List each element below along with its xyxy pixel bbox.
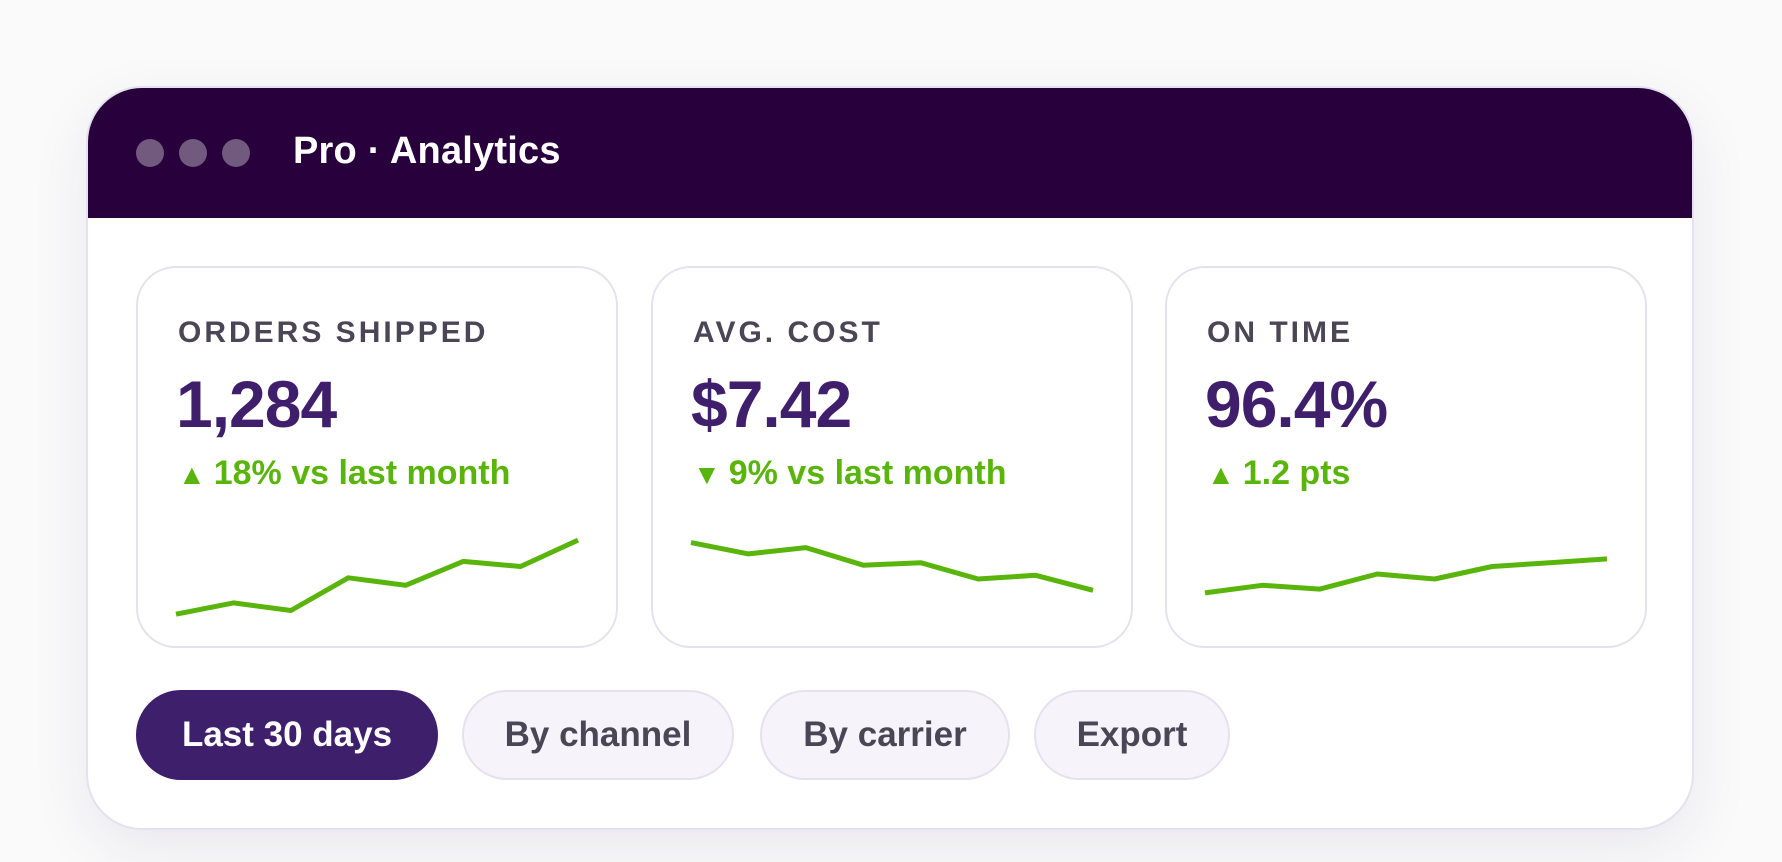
filter-by-carrier-button[interactable]: By carrier <box>760 690 1010 780</box>
metric-value: 1,284 <box>176 367 337 441</box>
triangle-down-icon: ▼ <box>693 459 721 490</box>
metric-card-orders-shipped: ORDERS SHIPPED 1,284 ▲ 18% vs last month <box>136 266 618 648</box>
window-title: Pro · Analytics <box>293 130 561 172</box>
filter-last-30-days-button[interactable]: Last 30 days <box>136 690 438 780</box>
triangle-up-icon: ▲ <box>178 459 206 490</box>
export-button[interactable]: Export <box>1034 690 1230 780</box>
metric-delta: ▲ 1.2 pts <box>1207 454 1350 493</box>
metric-value: 96.4% <box>1205 367 1388 441</box>
title-bar: Pro · Analytics <box>88 88 1692 218</box>
sparkline-series <box>690 540 1094 593</box>
metric-delta-text: 1.2 pts <box>1242 454 1351 492</box>
metric-label: ORDERS SHIPPED <box>178 316 489 349</box>
metric-delta: ▼ 9% vs last month <box>693 454 1006 493</box>
metric-label: AVG. COST <box>693 316 883 349</box>
window-maximize-dot[interactable] <box>222 139 250 167</box>
metric-card-avg-cost: AVG. COST $7.42 ▼ 9% vs last month <box>651 266 1133 648</box>
metric-delta-text: 9% vs last month <box>728 454 1007 492</box>
window-close-dot[interactable] <box>136 139 164 167</box>
analytics-window: Pro · Analytics ORDERS SHIPPED 1,284 ▲ 18… <box>86 86 1694 830</box>
triangle-up-icon: ▲ <box>1207 459 1235 490</box>
window-minimize-dot[interactable] <box>179 139 207 167</box>
sparkline-chart <box>1204 556 1608 596</box>
metric-delta-text: 18% vs last month <box>213 454 511 492</box>
sparkline-chart <box>690 540 1094 593</box>
sparkline-chart <box>175 537 580 617</box>
metric-label: ON TIME <box>1207 316 1353 349</box>
filter-by-channel-button[interactable]: By channel <box>462 690 734 780</box>
metric-delta: ▲ 18% vs last month <box>178 454 510 493</box>
sparkline-series <box>1204 556 1608 596</box>
metric-value: $7.42 <box>691 367 852 441</box>
metric-card-on-time: ON TIME 96.4% ▲ 1.2 pts <box>1165 266 1647 648</box>
sparkline-series <box>175 537 580 617</box>
